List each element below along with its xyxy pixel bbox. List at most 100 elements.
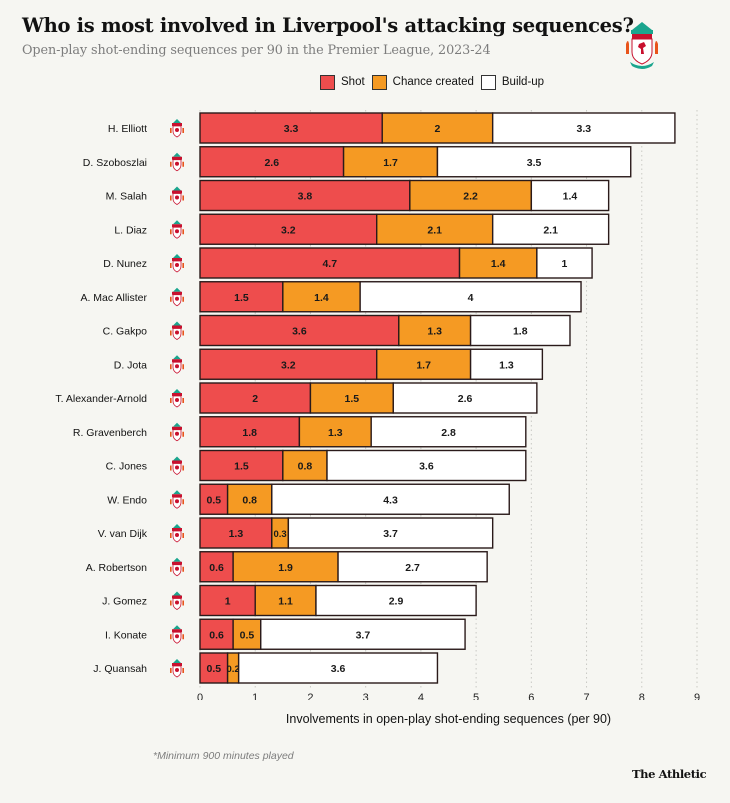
data-label: 2.6: [458, 393, 473, 405]
crest-bird: [175, 533, 179, 537]
legend-label-chance-created: Chance created: [392, 76, 474, 88]
x-tick-label: 9: [694, 692, 700, 700]
crest-bird: [175, 263, 179, 267]
data-label: 2.1: [427, 224, 442, 236]
bar-segment-shot: [199, 416, 301, 448]
data-label: 1.7: [416, 359, 431, 371]
bar-segment-build-up: [370, 416, 527, 448]
bar-row: L. Diaz 3.2 2.1 2.1: [114, 213, 610, 245]
category-label: C. Gakpo: [103, 326, 148, 338]
crest-bird: [175, 330, 179, 335]
liverpool-crest-icon: [170, 557, 184, 577]
crest-top: [173, 152, 181, 157]
category-label: D. Nunez: [103, 258, 147, 270]
crest-flame: [182, 263, 184, 268]
data-label: 3.2: [281, 224, 296, 236]
crest-top: [173, 119, 181, 123]
crest-flame: [170, 128, 172, 133]
x-tick-label: 3: [363, 692, 369, 700]
crest-top: [173, 490, 181, 495]
crest-flame: [170, 465, 172, 471]
bar-segment-chance-created: [232, 551, 339, 583]
data-label: 0.3: [273, 529, 286, 540]
crest-flame: [182, 330, 184, 336]
category-label: I. Konate: [105, 629, 147, 641]
bar-segment-chance-created: [458, 247, 538, 279]
data-label: 0.2: [227, 664, 240, 675]
data-label: 2.7: [405, 562, 420, 574]
liverpool-crest-icon: [170, 321, 184, 340]
bar-row: W. Endo 0.5 0.8 4.3: [107, 483, 510, 515]
footnote: *Minimum 900 minutes played: [153, 750, 294, 762]
crest-bird: [175, 364, 179, 369]
liverpool-crest-icon: [170, 490, 184, 509]
crest-top: [173, 422, 181, 427]
crest-top: [173, 287, 181, 292]
liverpool-crest-icon: [170, 422, 184, 442]
liverpool-crest-icon: [170, 119, 184, 138]
data-label: 3.7: [356, 629, 371, 641]
crest-banner: [172, 190, 182, 194]
bar-row: D. Jota 3.2 1.7 1.3: [114, 348, 544, 380]
data-label: 1.4: [314, 292, 329, 304]
category-label: L. Diaz: [114, 224, 147, 236]
bar-segment-build-up: [491, 112, 676, 144]
crest-top: [173, 625, 181, 630]
crest-flame: [182, 195, 184, 201]
bar-segment-build-up: [315, 584, 477, 617]
liverpool-crest-icon: [170, 220, 184, 239]
crest-banner: [172, 224, 182, 228]
crest-flame: [170, 634, 172, 640]
liverpool-crest-icon: [170, 186, 184, 205]
bar-segment-chance-created: [398, 314, 472, 347]
bar-segment-build-up: [337, 551, 488, 583]
crest-banner: [172, 561, 182, 565]
liverpool-crest-icon: [170, 254, 184, 273]
data-label: 1.4: [491, 258, 506, 270]
bar-segment-shot: [199, 382, 312, 414]
legend-item-build-up: Build-up: [480, 74, 546, 90]
liverpool-crest-icon: [170, 456, 184, 475]
legend-swatch-build-up: [480, 74, 496, 90]
data-label: 4: [468, 292, 474, 304]
crest-banner: [172, 494, 182, 498]
data-label: 1.3: [427, 326, 442, 338]
category-label: R. Gravenberch: [73, 427, 147, 439]
category-label: C. Jones: [106, 461, 147, 473]
crest-bird: [175, 431, 179, 436]
crest-banner: [172, 460, 182, 464]
legend-item-shot: Shot: [320, 74, 367, 90]
x-tick-label: 2: [307, 692, 313, 700]
crest-top: [173, 220, 181, 225]
legend-label-build-up: Build-up: [501, 76, 545, 88]
bar-segment-shot: [199, 449, 284, 482]
liverpool-crest-icon: [170, 591, 184, 610]
x-tick-label: 1: [252, 692, 258, 700]
crest-flame: [182, 465, 184, 471]
chart-subtitle: Open-play shot-ending sequences per 90 i…: [22, 43, 491, 58]
data-label: 3.3: [576, 123, 591, 135]
crest-flame: [170, 364, 172, 370]
category-label: W. Endo: [107, 494, 147, 506]
data-label: 3.2: [281, 359, 296, 371]
data-label: 0.6: [209, 629, 224, 641]
bar-segment-build-up: [530, 179, 610, 212]
bar-segment-shot: [199, 281, 284, 313]
crest-flame: [170, 161, 172, 167]
bar-row: A. Mac Allister 1.5 1.4 4: [80, 281, 582, 313]
bar-segment-chance-created: [232, 618, 262, 650]
crest-bird: [175, 465, 179, 470]
data-label: 1: [562, 258, 568, 270]
category-label: D. Szoboszlai: [83, 157, 147, 169]
bar-row: D. Nunez 4.7 1.4 1: [103, 247, 593, 279]
crest-flame: [182, 499, 184, 505]
crest-flame: [182, 364, 184, 370]
liverpool-crest-icon: [170, 287, 184, 307]
x-tick-label: 4: [418, 692, 424, 700]
bar-row: C. Jones 1.5 0.8 3.6: [106, 449, 527, 482]
bar-row: T. Alexander-Arnold 2 1.5 2.6: [55, 382, 538, 414]
legend-label-shot: Shot: [341, 76, 365, 88]
x-tick-label: 8: [639, 692, 645, 700]
bar-segment-build-up: [436, 146, 632, 178]
bar-segment-chance-created: [226, 483, 273, 515]
